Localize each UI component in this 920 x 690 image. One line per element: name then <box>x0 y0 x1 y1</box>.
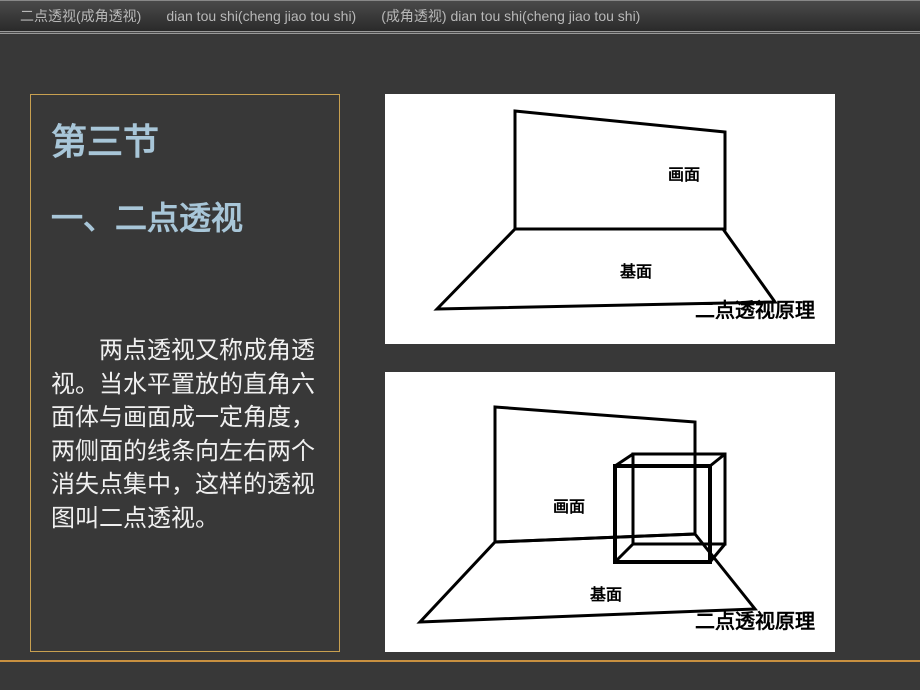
header-item-1: 二点透视(成角透视) <box>20 6 141 26</box>
diagram-1: 画面 基面 二点透视原理 <box>385 94 835 344</box>
diagram1-label-picture: 画面 <box>668 161 700 185</box>
body-text: 两点透视又称成角透视。当水平置放的直角六面体与画面成一定角度，两侧面的线条向左右… <box>51 334 319 536</box>
bottom-accent-line <box>0 660 920 662</box>
section-title: 第三节 <box>51 113 319 165</box>
text-panel: 第三节 一、二点透视 两点透视又称成角透视。当水平置放的直角六面体与画面成一定角… <box>30 94 340 652</box>
main-content: 第三节 一、二点透视 两点透视又称成角透视。当水平置放的直角六面体与画面成一定角… <box>0 34 920 652</box>
diagram1-label-ground: 基面 <box>620 258 652 282</box>
diagram2-label-ground: 基面 <box>590 581 622 605</box>
header-item-2: dian tou shi(cheng jiao tou shi) <box>166 8 356 24</box>
header-bar: 二点透视(成角透视) dian tou shi(cheng jiao tou s… <box>0 0 920 34</box>
diagrams-column: 画面 基面 二点透视原理 画面 基面 二点透视 <box>385 94 835 652</box>
header-item-3: (成角透视) dian tou shi(cheng jiao tou shi) <box>381 6 640 26</box>
diagram1-caption: 二点透视原理 <box>695 294 815 323</box>
diagram2-caption: 二点透视原理 <box>695 605 815 634</box>
diagram2-label-picture: 画面 <box>553 493 585 517</box>
subsection-title: 一、二点透视 <box>51 193 319 239</box>
diagram-2: 画面 基面 二点透视原理 <box>385 372 835 652</box>
